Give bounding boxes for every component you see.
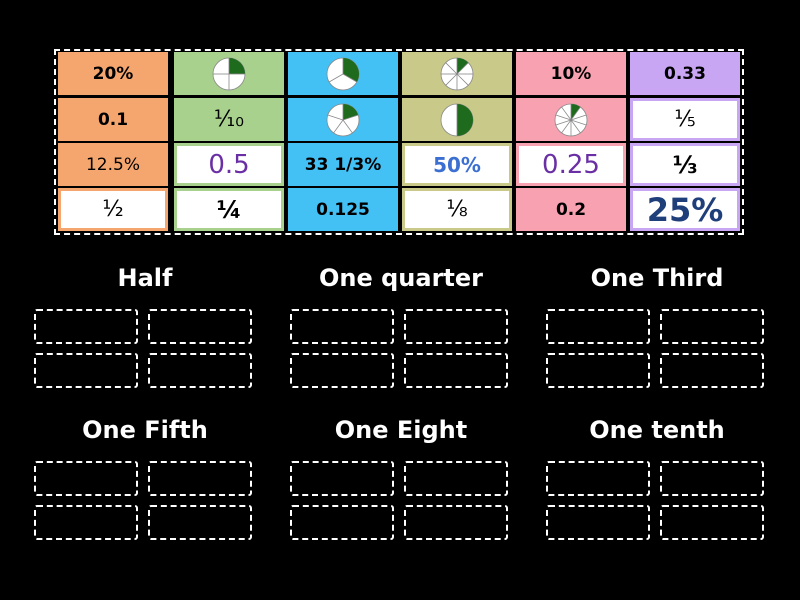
drop-slot[interactable]: [148, 461, 252, 496]
group-title: One tenth: [589, 416, 725, 444]
pie-icon: [440, 57, 474, 90]
drop-slot[interactable]: [404, 353, 508, 388]
pie-tile[interactable]: [402, 98, 512, 141]
drop-slot[interactable]: [404, 461, 508, 496]
drop-slot[interactable]: [660, 353, 764, 388]
tile[interactable]: 0.25: [516, 143, 626, 186]
tile-board: [54, 49, 744, 235]
group-title: Half: [117, 264, 173, 292]
drop-slot[interactable]: [660, 461, 764, 496]
pie-tile[interactable]: [516, 98, 626, 141]
tile[interactable]: 12.5%: [58, 143, 168, 186]
drop-slot[interactable]: [404, 505, 508, 540]
pie-icon: [554, 103, 588, 136]
tile[interactable]: ⅓: [630, 143, 740, 186]
group-title: One Eight: [334, 416, 468, 444]
drop-slot[interactable]: [290, 505, 394, 540]
drop-slot[interactable]: [148, 309, 252, 344]
pie-tile[interactable]: [288, 98, 398, 141]
tile[interactable]: 25%: [630, 188, 740, 231]
tile[interactable]: 33 1/3%: [288, 143, 398, 186]
tile[interactable]: 0.5: [174, 143, 284, 186]
drop-slot[interactable]: [34, 461, 138, 496]
drop-slot[interactable]: [34, 353, 138, 388]
tile[interactable]: 50%: [402, 143, 512, 186]
drop-slot[interactable]: [148, 505, 252, 540]
tile[interactable]: ⅛: [402, 188, 512, 231]
tile[interactable]: 20%: [58, 52, 168, 95]
pie-tile[interactable]: [288, 52, 398, 95]
drop-slot[interactable]: [290, 353, 394, 388]
tile[interactable]: ⅕: [630, 98, 740, 141]
pie-icon: [326, 103, 360, 136]
pie-icon: [440, 103, 474, 136]
drop-slot[interactable]: [34, 505, 138, 540]
drop-slot[interactable]: [546, 353, 650, 388]
tile[interactable]: 0.33: [630, 52, 740, 95]
drop-slot[interactable]: [546, 505, 650, 540]
drop-slot[interactable]: [34, 309, 138, 344]
tile[interactable]: 0.1: [58, 98, 168, 141]
drop-slot[interactable]: [546, 461, 650, 496]
drop-slot[interactable]: [660, 309, 764, 344]
tile[interactable]: ¼: [174, 188, 284, 231]
drop-slot[interactable]: [290, 461, 394, 496]
pie-tile[interactable]: [402, 52, 512, 95]
drop-slot[interactable]: [546, 309, 650, 344]
tile[interactable]: 10%: [516, 52, 626, 95]
pie-icon: [326, 57, 360, 90]
drop-slot[interactable]: [404, 309, 508, 344]
drop-slot[interactable]: [290, 309, 394, 344]
group-title: One Third: [590, 264, 724, 292]
group-title: One Fifth: [82, 416, 208, 444]
tile[interactable]: 0.125: [288, 188, 398, 231]
group-title: One quarter: [318, 264, 483, 292]
tile[interactable]: ⅒: [174, 98, 284, 141]
pie-icon: [212, 57, 246, 90]
drop-slot[interactable]: [660, 505, 764, 540]
drop-slot[interactable]: [148, 353, 252, 388]
tile[interactable]: ½: [58, 188, 168, 231]
tile[interactable]: 0.2: [516, 188, 626, 231]
pie-tile[interactable]: [174, 52, 284, 95]
